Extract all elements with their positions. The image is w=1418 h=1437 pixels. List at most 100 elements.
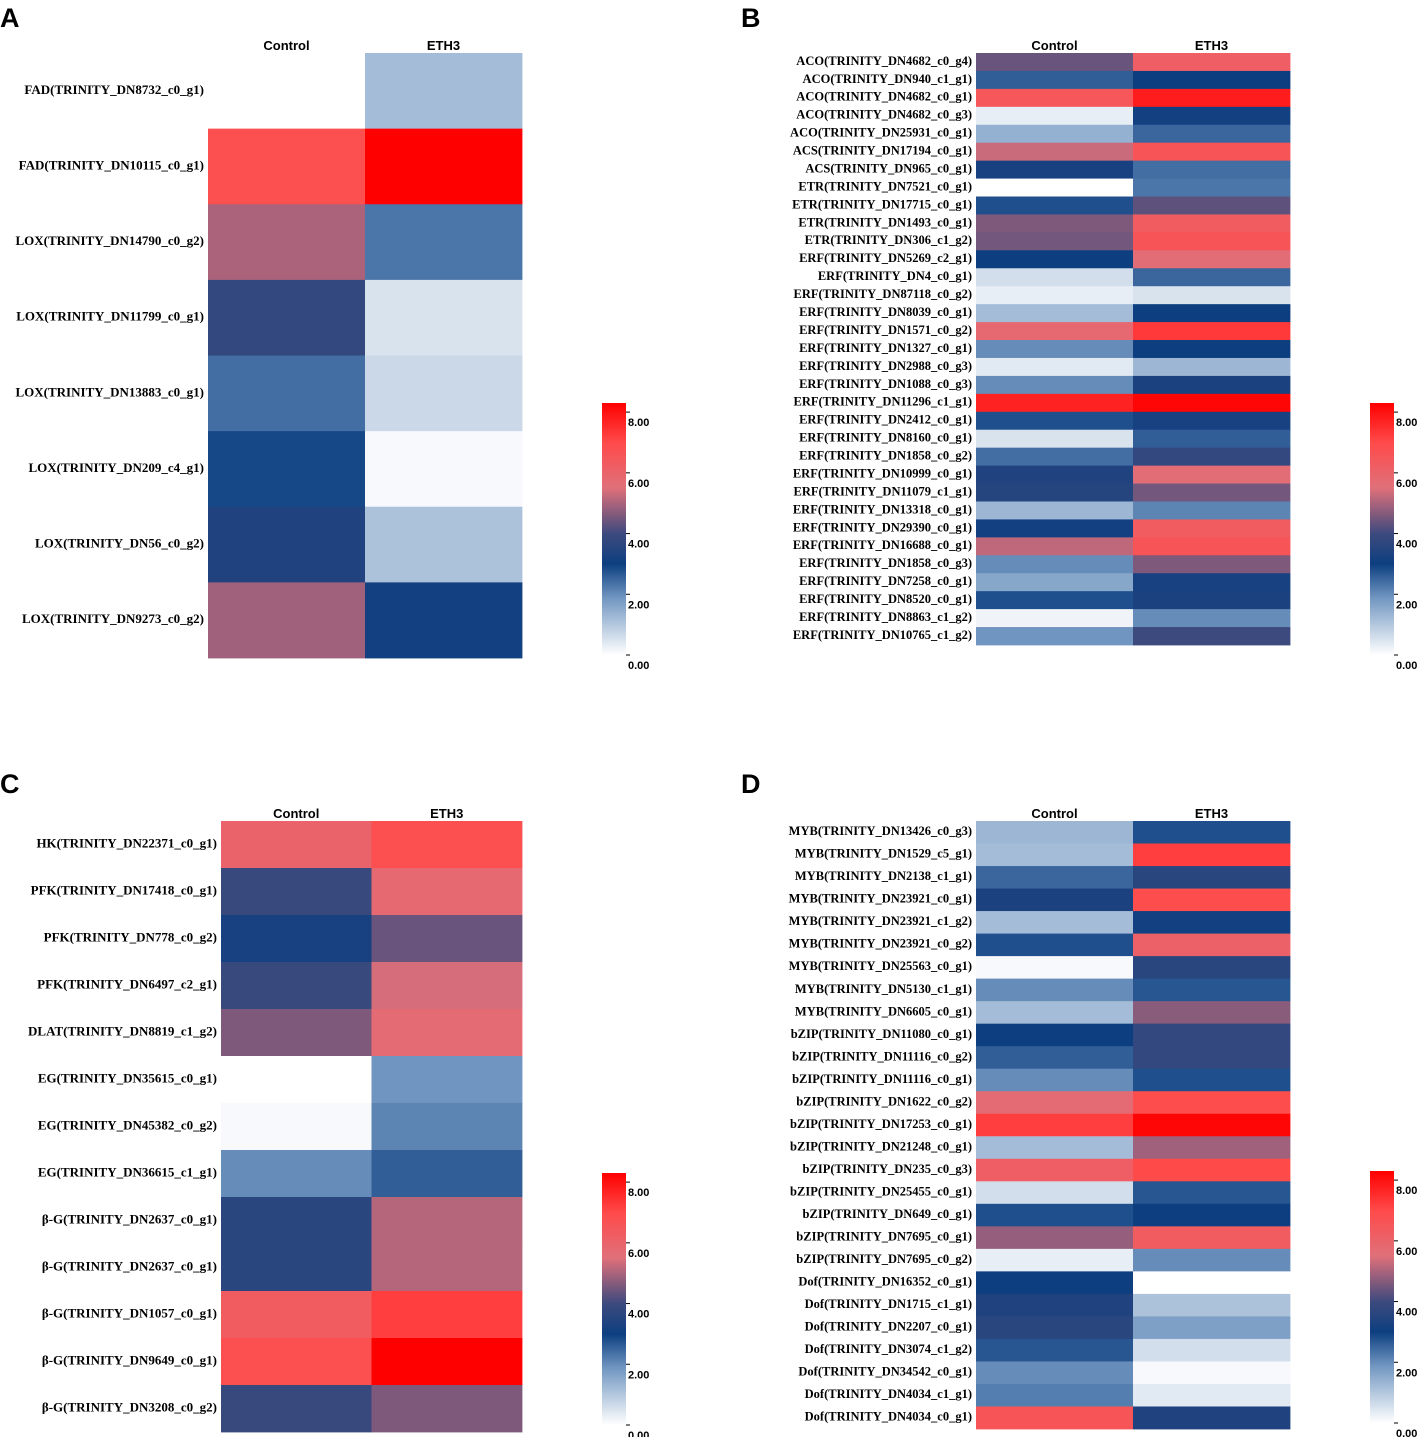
heatmap-cell	[976, 866, 1134, 889]
heatmap-cell	[976, 53, 1134, 72]
heatmap-cell	[221, 821, 372, 869]
heatmap-cell	[208, 204, 366, 281]
row-label: β-G(TRINITY_DN9649_c0_g1)	[42, 1352, 217, 1367]
row-label: ERF(TRINITY_DN2412_c0_g1)	[799, 413, 972, 427]
row-label: β-G(TRINITY_DN2637_c0_g1)	[42, 1211, 217, 1226]
row-label: ERF(TRINITY_DN87118_c0_g2)	[794, 287, 972, 301]
heatmap-cell	[976, 483, 1134, 502]
heatmap-cell	[976, 1271, 1134, 1295]
row-label: MYB(TRINITY_DN23921_c0_g2)	[789, 937, 972, 951]
row-label: FAD(TRINITY_DN10115_c0_g1)	[19, 157, 204, 172]
row-label: β-G(TRINITY_DN2637_c0_g1)	[42, 1258, 217, 1273]
legend-tick-label: 8.00	[628, 1187, 649, 1199]
panel-letter: D	[741, 769, 761, 799]
row-label: ACO(TRINITY_DN4682_c0_g3)	[796, 108, 972, 122]
heatmap-cell	[371, 962, 523, 1010]
row-label: bZIP(TRINITY_DN21248_c0_g1)	[790, 1139, 972, 1153]
color-legend: 8.00 6.00 4.00 2.00 0.00	[1370, 403, 1417, 672]
heatmap-cell	[1133, 956, 1291, 980]
heatmap-cell	[976, 956, 1134, 980]
heatmap-cell	[1133, 1361, 1291, 1385]
heatmap-cell	[1133, 250, 1291, 269]
legend-tick-label: 2.00	[628, 1369, 649, 1381]
heatmap-cell	[1133, 106, 1291, 126]
heatmap-cell	[1133, 1181, 1291, 1205]
row-label: HK(TRINITY_DN22371_c0_g1)	[36, 835, 217, 850]
row-label: ERF(TRINITY_DN16688_c0_g1)	[793, 538, 972, 552]
row-label: ACS(TRINITY_DN17194_c0_g1)	[793, 144, 972, 158]
heatmap-cell	[976, 393, 1134, 413]
heatmap-cell	[976, 911, 1134, 934]
heatmap-cell	[1133, 1338, 1291, 1362]
row-label: ERF(TRINITY_DN8863_c1_g2)	[799, 610, 972, 624]
row-label: ERF(TRINITY_DN8520_c0_g1)	[799, 592, 972, 606]
heatmap-cell	[976, 268, 1134, 287]
row-label: ERF(TRINITY_DN2988_c0_g3)	[799, 359, 972, 373]
heatmap-cell	[1133, 286, 1291, 305]
heatmap-cell	[976, 142, 1134, 162]
heatmap-cell	[1133, 1046, 1291, 1070]
heatmap-cell	[1133, 411, 1291, 431]
heatmap-cell	[371, 1103, 523, 1151]
heatmap-cell	[1133, 483, 1291, 502]
heatmap-cell	[371, 868, 523, 916]
heatmap-cell	[976, 1113, 1134, 1137]
heatmap-cell	[371, 1338, 523, 1386]
heatmap-cell	[976, 555, 1134, 574]
column-label: ETH3	[1195, 806, 1228, 821]
heatmap-cell	[976, 843, 1134, 867]
heatmap-cell	[371, 1197, 523, 1245]
heatmap-cell	[976, 1338, 1134, 1362]
heatmap-cell	[976, 1316, 1134, 1340]
heatmap-cell	[1133, 196, 1291, 215]
row-label: PFK(TRINITY_DN778_c0_g2)	[44, 929, 217, 944]
heatmap-cell	[221, 1103, 372, 1151]
row-label: ERF(TRINITY_DN1327_c0_g1)	[799, 341, 972, 355]
legend-tick-label: 6.00	[1396, 478, 1417, 490]
row-label: ERF(TRINITY_DN11079_c1_g1)	[794, 484, 972, 498]
heatmap-cell	[221, 1385, 372, 1433]
row-label: ERF(TRINITY_DN5269_c2_g1)	[799, 251, 972, 265]
heatmap-cell	[976, 1293, 1134, 1317]
row-label: bZIP(TRINITY_DN1622_c0_g2)	[796, 1094, 972, 1108]
heatmap-cell	[976, 178, 1134, 197]
heatmap-cell	[365, 128, 523, 205]
legend-tick-label: 4.00	[628, 1309, 649, 1321]
legend-tick-label: 6.00	[628, 1248, 649, 1260]
legend-tick-label: 2.00	[1396, 599, 1417, 611]
heatmap-cell	[1133, 866, 1291, 889]
heatmap-cell	[976, 322, 1134, 341]
legend-tick-label: 0.00	[628, 1430, 649, 1437]
heatmap-cell	[1133, 1158, 1291, 1182]
heatmap-cell	[1133, 591, 1291, 610]
heatmap-cell	[1133, 429, 1291, 449]
row-label: bZIP(TRINITY_DN11116_c0_g1)	[792, 1072, 972, 1086]
heatmap-cell	[371, 821, 523, 869]
legend-tick-label: 4.00	[1396, 539, 1417, 551]
heatmap-cell	[976, 591, 1134, 610]
panel-b: B Control ETH3 ACO(TRINITY_DN4682_c0_g4) ACO…	[741, 3, 1417, 672]
heatmap-cell	[1133, 124, 1291, 144]
legend-tick-label: 6.00	[1396, 1246, 1417, 1258]
row-label: bZIP(TRINITY_DN17253_c0_g1)	[790, 1117, 972, 1131]
row-label: LOX(TRINITY_DN56_c0_g2)	[35, 536, 204, 551]
heatmap-cell	[1133, 88, 1291, 108]
heatmap-cell	[1133, 304, 1291, 323]
color-legend-bar	[1370, 1171, 1394, 1423]
heatmap-cell	[221, 962, 372, 1010]
heatmap-cell	[1133, 1316, 1291, 1340]
heatmap-cell	[1133, 70, 1291, 90]
row-label: ERF(TRINITY_DN13318_c0_g1)	[793, 502, 972, 516]
heatmap-cell	[976, 70, 1134, 90]
row-label: ACO(TRINITY_DN940_c1_g1)	[803, 72, 972, 86]
heatmap-cell	[1133, 627, 1291, 646]
color-legend: 8.00 6.00 4.00 2.00 0.00	[1370, 1171, 1417, 1437]
legend-tick-label: 0.00	[1396, 1428, 1417, 1437]
legend-tick-label: 0.00	[628, 660, 649, 672]
column-label: Control	[1031, 806, 1077, 821]
heatmap-cell	[976, 1203, 1134, 1227]
heatmap-cell	[221, 1150, 372, 1198]
row-label: MYB(TRINITY_DN25563_c0_g1)	[789, 959, 972, 973]
heatmap-cell	[976, 978, 1134, 1002]
